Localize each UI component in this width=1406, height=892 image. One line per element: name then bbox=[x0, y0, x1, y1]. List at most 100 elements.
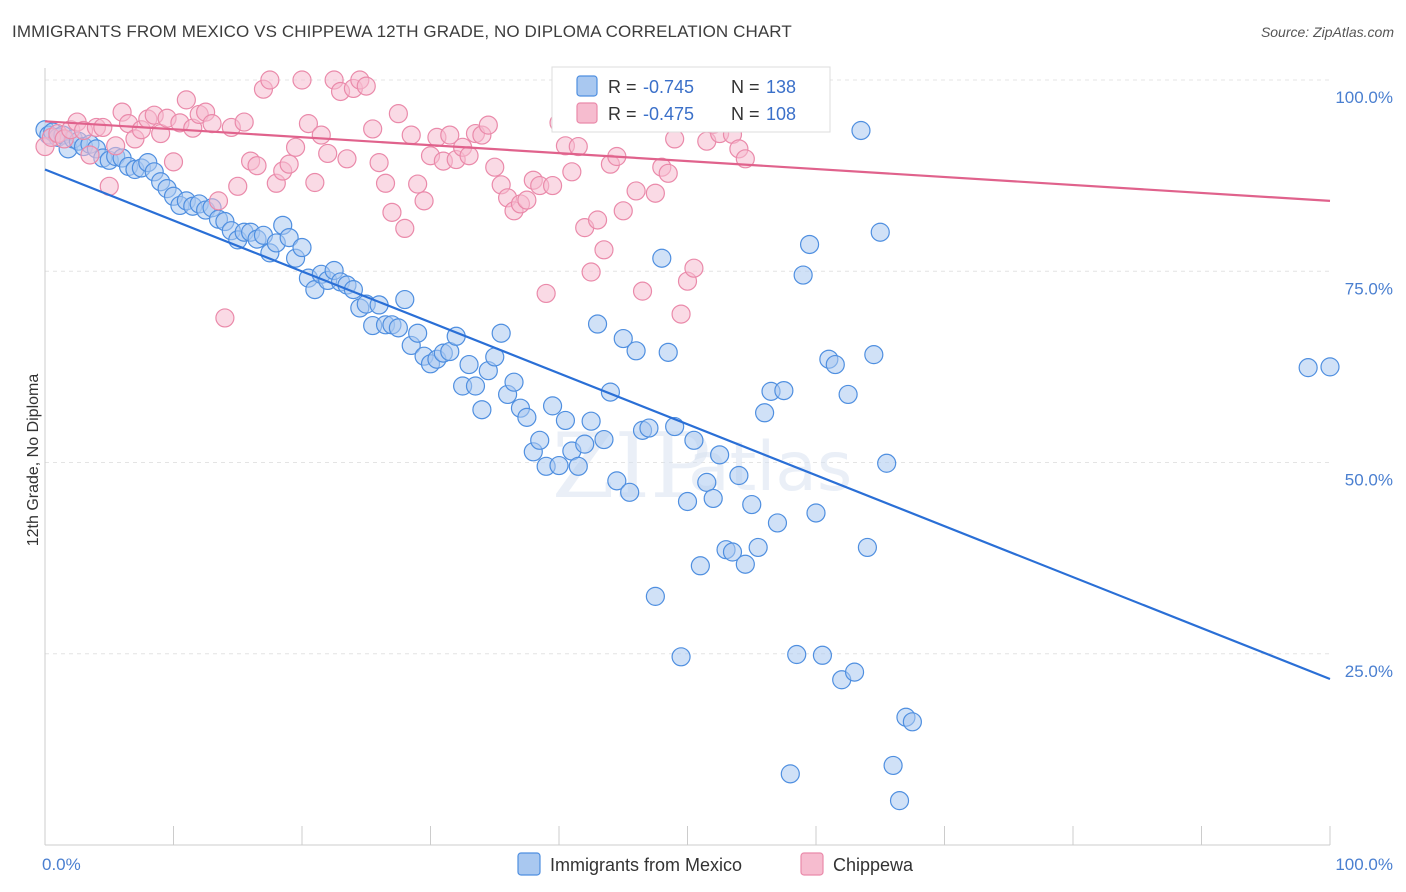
mexico-point-114 bbox=[754, 403, 775, 423]
chippewa-point-53 bbox=[375, 173, 396, 193]
chippewa-point-50 bbox=[356, 76, 376, 96]
mexico-point-120 bbox=[793, 265, 813, 285]
mexico-point-135 bbox=[889, 791, 910, 811]
chippewa-point-51 bbox=[363, 119, 383, 139]
mexico-point-128 bbox=[844, 662, 865, 682]
mexico-point-89 bbox=[594, 429, 614, 450]
chippewa-point-30 bbox=[228, 176, 248, 196]
chippewa-point-44 bbox=[318, 143, 338, 164]
chippewa-point-31 bbox=[234, 112, 254, 132]
y-tick-labels: 100.0% 75.0% 50.0% 25.0% bbox=[1335, 88, 1393, 681]
mexico-point-102 bbox=[677, 491, 698, 512]
legend-swatch-chippewa bbox=[576, 102, 598, 124]
mexico-point-104 bbox=[690, 556, 710, 576]
y-tick-label-2: 50.0% bbox=[1345, 471, 1393, 490]
mexico-point-117 bbox=[774, 380, 794, 401]
x-tick-label-max: 100.0% bbox=[1335, 855, 1393, 874]
mexico-point-77 bbox=[517, 407, 537, 427]
mexico-point-96 bbox=[639, 418, 659, 438]
series-mexico-points bbox=[35, 120, 1340, 811]
mexico-point-88 bbox=[587, 314, 608, 334]
chippewa-point-92 bbox=[626, 181, 646, 201]
y-axis-label: 12th Grade, No Diploma bbox=[25, 374, 42, 547]
legend-r-label-mexico: R = bbox=[608, 77, 637, 97]
chippewa-point-47 bbox=[337, 149, 357, 169]
chippewa-point-56 bbox=[395, 218, 415, 239]
mexico-point-40 bbox=[279, 227, 299, 248]
mexico-point-119 bbox=[787, 644, 807, 665]
chippewa-point-7 bbox=[80, 145, 100, 165]
mexico-point-121 bbox=[799, 234, 820, 255]
legend-n-value-chippewa: 108 bbox=[766, 104, 796, 124]
mexico-point-85 bbox=[568, 456, 588, 476]
chippewa-point-57 bbox=[401, 125, 421, 145]
mexico-point-111 bbox=[735, 554, 755, 574]
mexico-point-83 bbox=[555, 410, 576, 431]
mexico-point-133 bbox=[877, 453, 897, 473]
bottom-legend-swatch-mexico bbox=[517, 852, 541, 876]
mexico-point-82 bbox=[549, 455, 569, 476]
trend-lines bbox=[44, 120, 1331, 681]
mexico-point-103 bbox=[684, 430, 704, 450]
mexico-point-69 bbox=[465, 376, 486, 396]
mexico-point-129 bbox=[851, 120, 871, 141]
mexico-point-130 bbox=[857, 537, 878, 558]
chippewa-point-52 bbox=[369, 153, 389, 173]
chippewa-point-58 bbox=[408, 174, 428, 194]
mexico-point-107 bbox=[710, 445, 730, 465]
chippewa-point-39 bbox=[285, 137, 306, 157]
mexico-point-122 bbox=[806, 503, 826, 523]
mexico-point-99 bbox=[658, 342, 678, 362]
chippewa-point-69 bbox=[478, 115, 498, 135]
mexico-point-125 bbox=[825, 354, 845, 375]
mexico-point-97 bbox=[645, 586, 665, 606]
legend-r-label-chippewa: R = bbox=[608, 104, 637, 124]
chippewa-point-54 bbox=[382, 202, 402, 222]
chippewa-point-78 bbox=[536, 283, 556, 304]
legend-n-label-chippewa: N = bbox=[731, 104, 760, 124]
source-credit: Source: ZipAtlas.com bbox=[1260, 24, 1394, 40]
legend-swatch-mexico bbox=[576, 75, 598, 97]
mexico-point-86 bbox=[575, 434, 595, 454]
legend-n-label-mexico: N = bbox=[731, 77, 760, 97]
mexico-point-87 bbox=[581, 411, 601, 431]
mexico-point-81 bbox=[542, 396, 563, 416]
legend-n-value-mexico: 138 bbox=[766, 77, 796, 97]
chippewa-point-95 bbox=[645, 183, 665, 203]
trend-line-mexico bbox=[44, 168, 1331, 681]
mexico-point-91 bbox=[607, 471, 627, 491]
chippewa-point-90 bbox=[613, 201, 633, 221]
x-ticks bbox=[44, 826, 1331, 845]
legend-box bbox=[551, 66, 831, 133]
chippewa-point-22 bbox=[176, 90, 196, 110]
chippewa-point-82 bbox=[562, 162, 582, 182]
chippewa-point-9 bbox=[93, 117, 113, 138]
mexico-point-112 bbox=[742, 494, 762, 515]
chippewa-point-75 bbox=[517, 190, 537, 210]
mexico-point-60 bbox=[408, 323, 428, 343]
mexico-point-101 bbox=[671, 647, 691, 667]
mexico-point-113 bbox=[748, 537, 768, 558]
mexico-point-98 bbox=[652, 248, 672, 268]
chippewa-point-83 bbox=[568, 136, 588, 157]
legend-r-value-chippewa: -0.475 bbox=[643, 104, 694, 124]
mexico-point-118 bbox=[780, 764, 800, 784]
mexico-point-57 bbox=[388, 318, 408, 338]
chippewa-point-86 bbox=[587, 210, 608, 230]
chippewa-point-40 bbox=[292, 70, 312, 90]
y-tick-label-0: 100.0% bbox=[1335, 88, 1393, 107]
mexico-point-139 bbox=[1320, 357, 1340, 377]
mexico-point-94 bbox=[626, 341, 646, 361]
mexico-point-93 bbox=[620, 482, 640, 502]
chippewa-point-38 bbox=[279, 154, 299, 174]
mexico-point-79 bbox=[530, 430, 550, 450]
mexico-point-106 bbox=[703, 488, 723, 509]
mexico-point-70 bbox=[472, 400, 492, 420]
mexico-point-137 bbox=[902, 712, 922, 732]
chippewa-point-42 bbox=[305, 172, 325, 193]
bottom-legend-label-chippewa: Chippewa bbox=[833, 855, 914, 875]
mexico-point-123 bbox=[812, 645, 833, 665]
mexico-point-68 bbox=[459, 354, 479, 375]
grid-lines bbox=[45, 79, 1330, 655]
mexico-point-134 bbox=[883, 755, 903, 776]
